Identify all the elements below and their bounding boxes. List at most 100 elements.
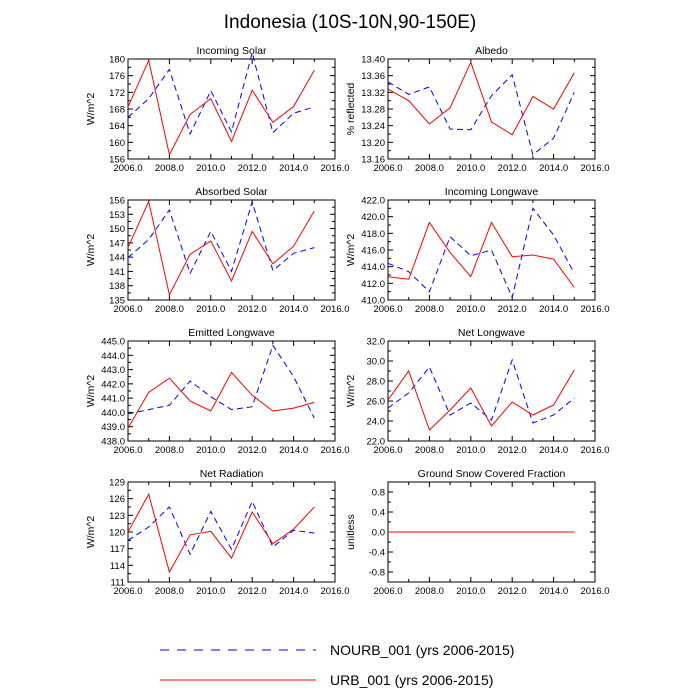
y-tick-label: -0.4 [369, 548, 385, 559]
series-line-urb-001 [127, 371, 315, 429]
x-tick-label: 2012.0 [498, 163, 527, 174]
legend-entry-2: URB_001 (yrs 2006-2015) [160, 672, 493, 688]
panel-7: Net Radiation W/m^2 2006.0 2008.0 2010.0 2012… [85, 468, 350, 597]
panel-title: Net Radiation [200, 468, 264, 480]
series-line-nourb-001 [387, 358, 575, 424]
panels: Incoming Solar W/m^2 2006.0 2008.0 2010.0 201… [85, 45, 610, 597]
y-tick-label: 439.0 [101, 422, 125, 433]
y-tick-label: 441.0 [101, 394, 125, 405]
x-tick-label: 2016.0 [580, 445, 609, 456]
y-tick-label: 135 [109, 296, 125, 307]
y-tick-label: 422.0 [361, 196, 385, 207]
y-tick-label: 412.0 [361, 279, 385, 290]
y-tick-label: 30.0 [367, 357, 386, 368]
series-line-nourb-001 [387, 73, 575, 156]
panel-title: Ground Snow Covered Fraction [418, 468, 566, 480]
x-tick-label: 2006.0 [373, 304, 402, 315]
x-tick-label: 2006.0 [373, 163, 402, 174]
y-axis-label: W/m^2 [85, 93, 97, 126]
x-tick-label: 2010.0 [196, 163, 225, 174]
x-tick-label: 2006.0 [373, 586, 402, 597]
y-axis-label: W/m^2 [345, 375, 357, 408]
x-tick-label: 2016.0 [320, 586, 349, 597]
x-tick-label: 2014.0 [539, 586, 568, 597]
x-tick-label: 2010.0 [456, 304, 485, 315]
y-tick-label: 147 [109, 238, 125, 249]
x-tick-label: 2014.0 [279, 586, 308, 597]
x-tick-label: 2010.0 [196, 304, 225, 315]
series-line-urb-001 [387, 221, 575, 288]
x-tick-label: 2008.0 [155, 445, 184, 456]
legend-label: NOURB_001 (yrs 2006-2015) [330, 642, 514, 658]
series-line-nourb-001 [387, 207, 575, 300]
y-tick-label: 168 [109, 105, 125, 116]
y-tick-label: -0.8 [369, 568, 385, 579]
legend-entry-1: NOURB_001 (yrs 2006-2015) [160, 642, 514, 658]
y-axis-label: W/m^2 [85, 516, 97, 549]
y-axis-label: % reflected [345, 83, 357, 136]
x-tick-label: 2012.0 [238, 163, 267, 174]
y-tick-label: 172 [109, 88, 125, 99]
x-tick-label: 2010.0 [456, 163, 485, 174]
y-tick-label: 164 [109, 121, 125, 132]
y-tick-label: 443.0 [101, 365, 125, 376]
x-tick-label: 2008.0 [155, 304, 184, 315]
y-tick-label: 438.0 [101, 437, 125, 448]
legend-label: URB_001 (yrs 2006-2015) [330, 672, 493, 688]
x-tick-label: 2014.0 [279, 445, 308, 456]
x-tick-label: 2008.0 [415, 445, 444, 456]
y-axis-label: unitless [345, 514, 357, 550]
y-tick-label: 13.24 [361, 121, 385, 132]
x-tick-label: 2006.0 [113, 304, 142, 315]
panel-title: Incoming Longwave [445, 186, 539, 198]
y-tick-label: 13.36 [361, 71, 385, 82]
figure-title: Indonesia (10S-10N,90-150E) [224, 12, 476, 33]
panel-8: Ground Snow Covered Fraction unitless 2006… [345, 468, 610, 597]
x-tick-label: 2006.0 [113, 163, 142, 174]
x-tick-label: 2010.0 [456, 586, 485, 597]
y-tick-label: 13.40 [361, 55, 385, 66]
x-tick-label: 2014.0 [279, 163, 308, 174]
y-tick-label: 129 [109, 478, 125, 489]
y-tick-label: 144 [109, 253, 125, 264]
x-tick-label: 2006.0 [373, 445, 402, 456]
series-line-nourb-001 [127, 344, 315, 419]
y-tick-label: 28.0 [367, 377, 386, 388]
y-tick-label: 117 [110, 544, 125, 555]
y-tick-label: 180 [109, 55, 125, 66]
y-tick-label: 111 [111, 578, 125, 589]
x-tick-label: 2008.0 [415, 304, 444, 315]
series-line-urb-001 [387, 60, 575, 136]
y-tick-label: 156 [109, 196, 125, 207]
x-tick-label: 2006.0 [113, 586, 142, 597]
x-tick-label: 2016.0 [320, 445, 349, 456]
x-tick-label: 2012.0 [498, 586, 527, 597]
y-tick-label: 153 [109, 210, 125, 221]
series-line-nourb-001 [127, 200, 315, 275]
panel-1: Incoming Solar W/m^2 2006.0 2008.0 2010.0 201… [85, 45, 350, 174]
panel-2: Albedo % reflected 2006.0 2008.0 2010.0 2012.… [345, 45, 610, 174]
panel-4: Incoming Longwave W/m^2 2006.0 2008.0 2010.0… [345, 186, 610, 315]
panel-title: Incoming Solar [196, 45, 267, 57]
y-tick-label: 445.0 [101, 337, 125, 348]
x-tick-label: 2016.0 [580, 586, 609, 597]
y-tick-label: 141 [109, 267, 125, 278]
x-tick-label: 2014.0 [539, 304, 568, 315]
x-tick-label: 2010.0 [196, 445, 225, 456]
y-tick-label: 176 [109, 71, 125, 82]
x-tick-label: 2016.0 [580, 304, 609, 315]
y-tick-label: 126 [109, 494, 125, 505]
y-axis-label: W/m^2 [85, 375, 97, 408]
y-tick-label: 150 [109, 224, 125, 235]
y-tick-label: 22.0 [367, 437, 386, 448]
y-tick-label: 420.0 [361, 212, 385, 223]
series-line-nourb-001 [127, 500, 315, 556]
x-tick-label: 2012.0 [498, 445, 527, 456]
series-line-urb-001 [387, 369, 575, 431]
legend: NOURB_001 (yrs 2006-2015) URB_001 (yrs 20… [160, 642, 514, 688]
panel-title: Emitted Longwave [188, 327, 275, 339]
y-tick-label: 13.20 [361, 138, 385, 149]
x-tick-label: 2008.0 [415, 163, 444, 174]
y-tick-label: 444.0 [101, 351, 125, 362]
